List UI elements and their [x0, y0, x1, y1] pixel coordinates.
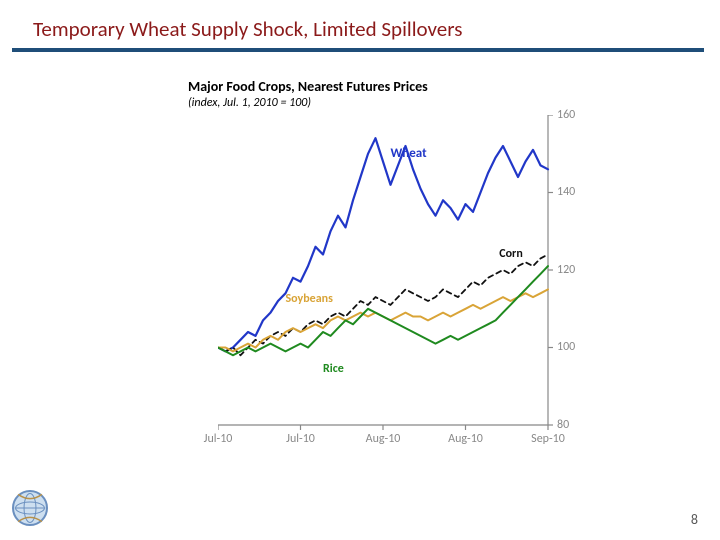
y-tick-label: 100: [557, 340, 575, 354]
series-label-rice: Rice: [323, 362, 344, 376]
x-tick-label: Sep-10: [531, 432, 565, 446]
chart-title: Major Food Crops, Nearest Futures Prices: [188, 78, 428, 95]
title-underline: [12, 48, 704, 52]
imf-logo: [12, 490, 48, 526]
chart-subtitle: (index, Jul. 1, 2010 = 100): [188, 96, 311, 110]
y-tick-label: 160: [557, 108, 575, 122]
x-tick-label: Jul-10: [286, 432, 315, 446]
x-tick-label: Aug-10: [448, 432, 483, 446]
y-tick-label: 80: [557, 418, 569, 432]
line-chart: [218, 115, 608, 455]
x-tick-label: Jul-10: [204, 432, 233, 446]
page-number: 8: [691, 511, 698, 528]
series-label-soybeans: Soybeans: [286, 292, 333, 306]
y-tick-label: 140: [557, 185, 575, 199]
y-tick-label: 120: [557, 263, 575, 277]
slide-title: Temporary Wheat Supply Shock, Limited Sp…: [33, 16, 462, 42]
x-tick-label: Aug-10: [366, 432, 401, 446]
series-label-wheat: Wheat: [391, 146, 427, 161]
series-label-corn: Corn: [499, 247, 523, 261]
